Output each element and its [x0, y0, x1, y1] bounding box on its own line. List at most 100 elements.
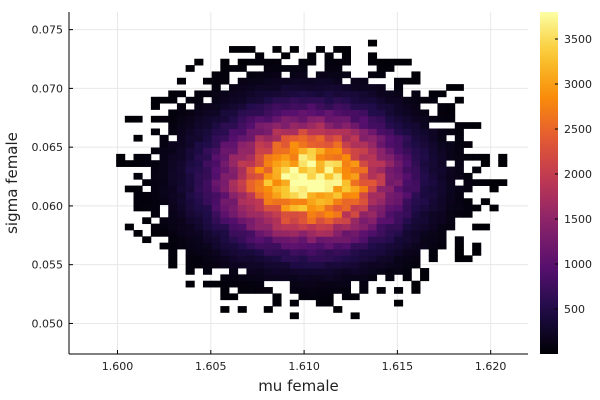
- heatmap-cell: [307, 122, 317, 129]
- heatmap-cell: [159, 115, 169, 123]
- heatmap-cell: [263, 103, 273, 110]
- heatmap-cell: [498, 160, 508, 167]
- heatmap-cell: [281, 210, 291, 218]
- heatmap-cell: [176, 217, 187, 225]
- heatmap-cell: [489, 204, 499, 212]
- heatmap-cell: [333, 268, 343, 275]
- heatmap-cell: [324, 90, 334, 98]
- heatmap-cell: [272, 128, 282, 136]
- heatmap-cell: [176, 134, 187, 142]
- heatmap-cell: [454, 204, 464, 212]
- heatmap-cell: [376, 172, 386, 180]
- heatmap-cell: [202, 268, 213, 275]
- heatmap-cell: [281, 185, 291, 193]
- heatmap-cell: [315, 299, 325, 307]
- heatmap-cell: [411, 147, 421, 155]
- heatmap-cell: [176, 223, 187, 231]
- x-tick-label: 1.610: [288, 360, 320, 373]
- heatmap-cell: [359, 160, 369, 167]
- heatmap-cell: [359, 191, 369, 199]
- heatmap-cell: [367, 58, 378, 66]
- heatmap-cell: [229, 204, 239, 212]
- heatmap-cell: [168, 109, 178, 117]
- heatmap-cell: [315, 134, 325, 142]
- heatmap-cell: [289, 223, 299, 231]
- heatmap-cell: [281, 128, 291, 136]
- heatmap-cell: [385, 96, 395, 104]
- heatmap-cell: [324, 198, 334, 206]
- heatmap-cell: [185, 122, 195, 129]
- heatmap-cell: [350, 255, 360, 263]
- heatmap-cell: [420, 109, 430, 117]
- heatmap-cell: [272, 198, 282, 206]
- heatmap-cell: [324, 115, 334, 123]
- heatmap-cell: [133, 198, 143, 206]
- heatmap-cell: [402, 141, 412, 148]
- heatmap-cell: [394, 103, 404, 110]
- heatmap-cell: [229, 198, 239, 206]
- heatmap-cell: [350, 274, 360, 282]
- heatmap-cell: [359, 77, 369, 85]
- heatmap-cell: [341, 172, 352, 180]
- heatmap-cell: [229, 274, 239, 282]
- heatmap-cell: [307, 198, 317, 206]
- heatmap-cell: [263, 261, 273, 269]
- heatmap-cell: [333, 115, 343, 123]
- heatmap-cell: [341, 223, 352, 231]
- heatmap-cell: [298, 172, 308, 180]
- heatmap-cell: [359, 128, 369, 136]
- heatmap-cell: [255, 191, 265, 199]
- heatmap-cell: [176, 77, 187, 85]
- heatmap-cell: [350, 109, 360, 117]
- heatmap-cell: [437, 115, 447, 123]
- heatmap-cell: [185, 172, 195, 180]
- heatmap-cell: [341, 287, 352, 294]
- heatmap-cell: [255, 223, 265, 231]
- heatmap-cell: [350, 84, 360, 91]
- heatmap-cell: [176, 172, 187, 180]
- heatmap-cell: [194, 249, 204, 256]
- heatmap-cell: [428, 147, 438, 155]
- heatmap-cell: [367, 261, 378, 269]
- heatmap-cell: [472, 242, 482, 250]
- heatmap-cell: [454, 134, 464, 142]
- heatmap-cell: [142, 204, 152, 212]
- heatmap-cell: [341, 268, 352, 275]
- heatmap-cell: [350, 217, 360, 225]
- heatmap-cell: [315, 229, 325, 237]
- heatmap-cell: [281, 160, 291, 167]
- heatmap-cell: [437, 185, 447, 193]
- heatmap-cell: [168, 236, 178, 244]
- heatmap-cell: [237, 58, 247, 66]
- heatmap-cell: [289, 134, 299, 142]
- heatmap-cell: [411, 141, 421, 148]
- heatmap-cell: [402, 58, 412, 66]
- heatmap-cell: [263, 191, 273, 199]
- heatmap-cell: [341, 166, 352, 174]
- heatmap-cell: [263, 166, 273, 174]
- colorbar-tick-label: 500: [564, 303, 585, 316]
- heatmap-cell: [420, 185, 430, 193]
- heatmap-cell: [185, 109, 195, 117]
- heatmap-cell: [463, 198, 473, 206]
- heatmap-cell: [176, 160, 187, 167]
- heatmap-cell: [446, 128, 456, 136]
- heatmap-cell: [263, 306, 273, 313]
- colorbar-tick-label: 3500: [564, 33, 592, 46]
- heatmap-cell: [324, 103, 334, 110]
- heatmap-cell: [307, 52, 317, 60]
- heatmap-cell: [446, 185, 456, 193]
- heatmap-cell: [220, 217, 230, 225]
- heatmap-cell: [359, 217, 369, 225]
- heatmap-cell: [116, 160, 126, 167]
- heatmap-cell: [246, 109, 256, 117]
- heatmap-cell: [454, 198, 464, 206]
- heatmap-cell: [402, 103, 412, 110]
- heatmap-cell: [185, 153, 195, 161]
- heatmap-cell: [194, 109, 204, 117]
- heatmap-cell: [142, 217, 152, 225]
- heatmap-cell: [385, 242, 395, 250]
- heatmap-cell: [298, 84, 308, 91]
- heatmap-cell: [298, 280, 308, 288]
- heatmap-cell: [229, 185, 239, 193]
